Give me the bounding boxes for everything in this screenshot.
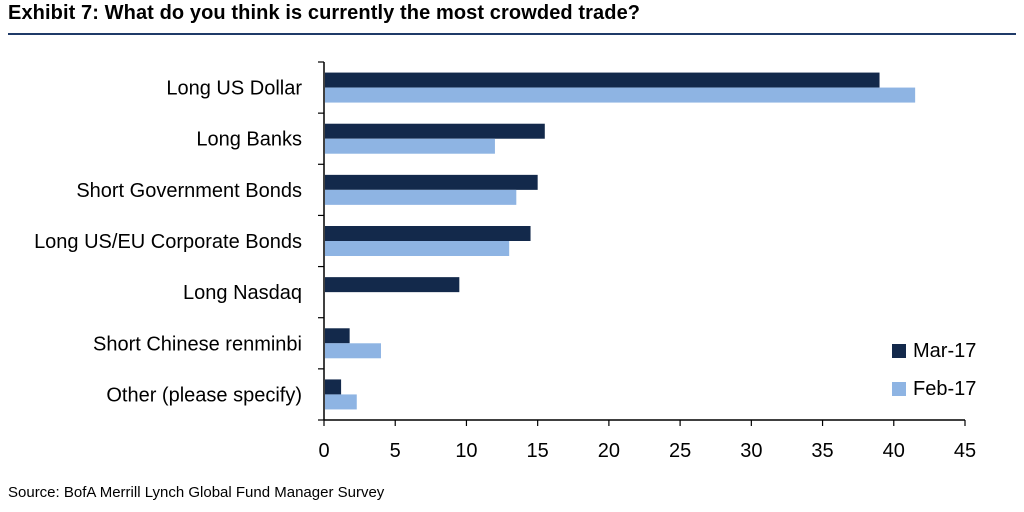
x-tick-label: 25 — [669, 440, 691, 462]
x-tick-label: 5 — [390, 440, 401, 462]
bar-mar17 — [325, 174, 538, 190]
legend-label: Feb-17 — [913, 378, 976, 400]
x-tick-label: 30 — [740, 440, 762, 462]
category-label: Long Nasdaq — [183, 282, 302, 304]
bar-mar17 — [325, 72, 880, 88]
chart-bars — [325, 72, 916, 410]
bar-mar17 — [325, 328, 350, 344]
chart-title: Exhibit 7: What do you think is currentl… — [8, 2, 641, 24]
category-label: Short Government Bonds — [76, 180, 302, 202]
legend-swatch-feb17 — [892, 382, 906, 396]
x-tick-label: 15 — [527, 440, 549, 462]
legend-swatch-mar17 — [892, 344, 906, 358]
category-label: Long US/EU Corporate Bonds — [34, 231, 302, 253]
bar-mar17 — [325, 277, 460, 293]
x-tick-labels: 0 5 10 15 20 25 30 35 40 45 — [318, 420, 976, 462]
legend-label: Mar-17 — [913, 340, 976, 362]
x-tick-label: 20 — [598, 440, 620, 462]
bar-feb17 — [325, 241, 510, 256]
bar-feb17 — [325, 138, 495, 154]
x-tick-label: 0 — [318, 440, 329, 462]
x-tick-label: 40 — [883, 440, 905, 462]
x-tick-label: 45 — [954, 440, 976, 462]
title-divider — [8, 33, 1016, 35]
category-labels: Long US Dollar Long Banks Short Government… — [34, 78, 302, 407]
bar-mar17 — [325, 226, 531, 241]
category-label: Long US Dollar — [166, 78, 302, 100]
bar-feb17 — [325, 189, 517, 205]
x-tick-label: 10 — [455, 440, 477, 462]
bar-feb17 — [325, 343, 381, 359]
source-note: Source: BofA Merrill Lynch Global Fund M… — [8, 484, 385, 501]
category-label: Other (please specify) — [106, 384, 302, 406]
legend: Mar-17 Feb-17 — [892, 340, 976, 400]
bar-feb17 — [325, 394, 357, 410]
category-label: Long Banks — [196, 129, 302, 151]
chart-axes — [318, 61, 965, 421]
x-tick-label: 35 — [811, 440, 833, 462]
category-label: Short Chinese renminbi — [93, 333, 302, 355]
bar-feb17 — [325, 87, 916, 103]
bar-mar17 — [325, 123, 545, 139]
bar-mar17 — [325, 379, 342, 395]
